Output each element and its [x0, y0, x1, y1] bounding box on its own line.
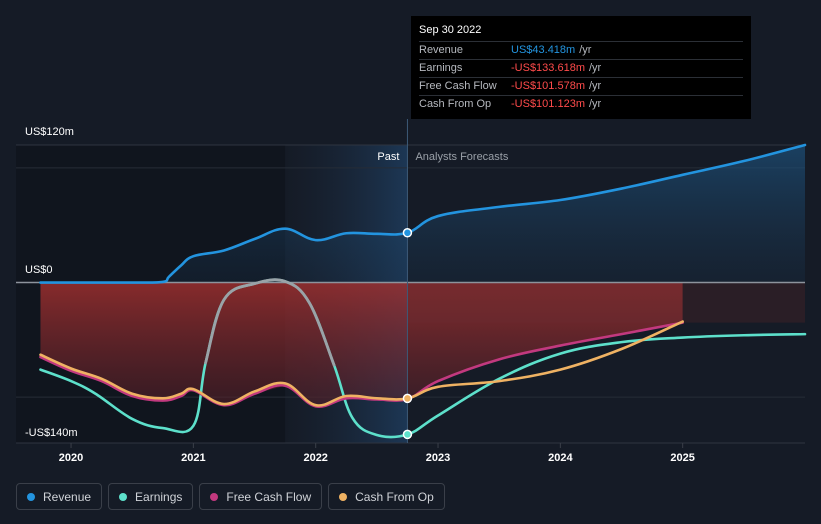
x-tick-label-2020: 2020: [59, 452, 83, 464]
tooltip-label: Earnings: [419, 62, 463, 74]
x-tick-label-2023: 2023: [426, 452, 450, 464]
marker-earnings: [402, 429, 413, 440]
tooltip-unit: /yr: [589, 62, 602, 74]
legend-item-revenue[interactable]: Revenue: [16, 483, 103, 510]
legend-dot-icon: [339, 492, 348, 501]
x-tick-label-2022: 2022: [303, 452, 327, 464]
tooltip-row-revenue: Revenue US$43.418m /yr: [419, 41, 743, 59]
series-line-revenue: [39, 143, 807, 284]
y-tick-label-top: US$120m: [25, 126, 74, 138]
y-tick-label-zero: US$0: [25, 264, 53, 276]
legend-item-earnings[interactable]: Earnings: [108, 483, 194, 510]
tooltip-value: -US$133.618m: [511, 62, 585, 74]
legend-item-cash-from-op[interactable]: Cash From Op: [328, 483, 445, 510]
tooltip-row-free-cash-flow: Free Cash Flow -US$101.578m /yr: [419, 77, 743, 95]
legend-label: Cash From Op: [355, 489, 434, 504]
x-tick-label-2024: 2024: [548, 452, 573, 464]
tooltip-label: Cash From Op: [419, 98, 492, 110]
tooltip-unit: /yr: [579, 44, 592, 56]
tooltip-date: Sep 30 2022: [419, 24, 482, 36]
marker-revenue: [402, 228, 413, 238]
series-line-cash-from-op: [39, 320, 684, 407]
series-line-free-cash-flow: [39, 321, 684, 408]
legend-label: Earnings: [135, 489, 183, 504]
legend-dot-icon: [210, 492, 219, 501]
tooltip-unit: /yr: [589, 98, 602, 110]
tooltip-value: -US$101.123m: [511, 98, 585, 110]
x-tick-label-2021: 2021: [181, 452, 205, 464]
legend-label: Revenue: [43, 489, 92, 504]
tooltip-label: Revenue: [419, 44, 464, 56]
forecast-label: Analysts Forecasts: [415, 151, 508, 163]
series-line-earnings-past-highlight: [204, 278, 336, 367]
y-tick-label-bottom: -US$140m: [25, 427, 78, 439]
tooltip-unit: /yr: [589, 80, 602, 92]
tooltip-label: Free Cash Flow: [419, 80, 497, 92]
x-tick-label-2025: 2025: [670, 452, 694, 464]
past-label: Past: [377, 151, 399, 163]
tooltip-row-cash-from-op: Cash From Op -US$101.123m /yr: [419, 95, 743, 113]
tooltip-value: US$43.418m: [511, 44, 576, 56]
legend-label: Free Cash Flow: [226, 489, 312, 504]
marker-cash-from-op: [402, 393, 413, 404]
data-tooltip: Sep 30 2022 Revenue US$43.418m /yr Earni…: [411, 16, 751, 119]
future-negative-area: [682, 282, 805, 323]
chart-legend: Revenue Earnings Free Cash Flow Cash Fro…: [16, 483, 445, 510]
tooltip-row-earnings: Earnings -US$133.618m /yr: [419, 59, 743, 77]
legend-dot-icon: [27, 492, 35, 501]
forecast-negative-band: [407, 282, 683, 323]
tooltip-value: -US$101.578m: [511, 80, 585, 92]
legend-dot-icon: [119, 492, 128, 501]
legend-item-free-cash-flow[interactable]: Free Cash Flow: [199, 483, 323, 510]
